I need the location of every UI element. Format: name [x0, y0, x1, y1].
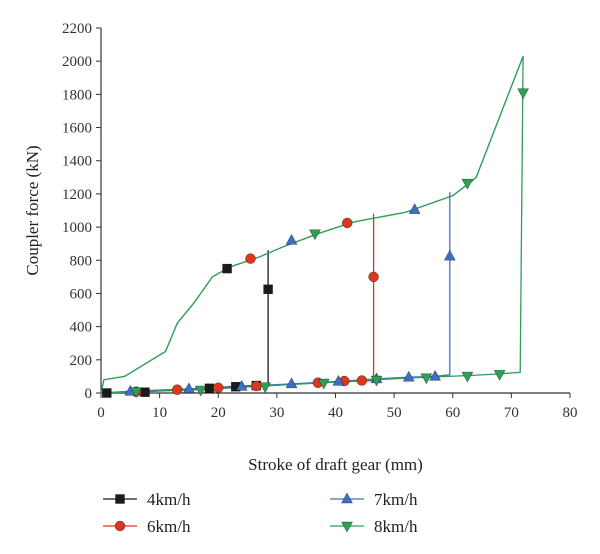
y-axis-title: Coupler force (kN): [23, 145, 42, 275]
data-point-4km/h: [102, 388, 112, 398]
x-axis-title: Stroke of draft gear (mm): [248, 455, 423, 474]
data-point-7km/h: [403, 370, 415, 382]
x-tick-label: 20: [211, 405, 226, 421]
x-tick-label: 30: [269, 405, 284, 421]
x-tick-label: 80: [563, 405, 578, 421]
data-point-6km/h: [251, 380, 262, 392]
x-tick-label: 10: [152, 405, 167, 421]
series-line-4km/h: [101, 250, 269, 394]
data-point-7km/h: [332, 375, 345, 386]
legend: 4km/h 6km/h 7km/h 8km/h: [103, 490, 418, 536]
plot-lines: [100, 55, 524, 394]
series-line-8km/h: [100, 56, 524, 394]
data-point-4km/h: [204, 383, 215, 394]
legend-label: 4km/h: [147, 490, 191, 509]
data-point-7km/h: [285, 377, 298, 389]
y-tick-label: 1400: [62, 154, 92, 170]
data-point-8km/h: [370, 375, 383, 387]
y-tick-label: 2000: [62, 54, 92, 70]
y-tick-label: 200: [70, 353, 93, 369]
y-tick-label: 2200: [62, 21, 92, 37]
data-point-8km/h: [318, 378, 330, 390]
y-tick-label: 400: [70, 320, 93, 336]
data-point-4km/h: [263, 284, 273, 294]
data-point-8km/h: [309, 229, 321, 241]
x-tick-label: 50: [387, 405, 402, 421]
plot-markers: [102, 88, 529, 398]
loading-curve: [100, 55, 524, 394]
y-tick-label: 1600: [62, 121, 92, 137]
data-point-7km/h: [285, 234, 298, 245]
data-point-6km/h: [356, 375, 368, 386]
legend-label: 8km/h: [374, 517, 418, 536]
x-tick-label: 0: [97, 405, 105, 421]
data-point-8km/h: [259, 382, 271, 394]
y-tick-label: 0: [85, 386, 93, 402]
y-tick-label: 800: [70, 253, 93, 269]
legend-label: 6km/h: [147, 517, 191, 536]
data-point-6km/h: [213, 382, 224, 393]
y-tick-label: 1800: [62, 87, 92, 103]
data-point-4km/h: [222, 263, 232, 274]
axes: 0 10 20 30 40 50 60 70 8002004006008001000120014…: [62, 21, 578, 421]
data-point-6km/h: [172, 384, 183, 395]
legend-marker: [341, 492, 353, 504]
y-tick-label: 1200: [62, 187, 92, 203]
legend-marker: [341, 521, 353, 533]
data-point-7km/h: [235, 380, 248, 391]
x-tick-label: 60: [445, 405, 460, 421]
data-point-8km/h: [420, 373, 433, 385]
data-point-8km/h: [461, 178, 474, 190]
y-tick-label: 1000: [62, 220, 92, 236]
y-tick-label: 600: [70, 286, 93, 302]
legend-label: 7km/h: [374, 490, 418, 509]
data-point-8km/h: [194, 385, 207, 397]
legend-marker: [114, 520, 126, 532]
data-point-8km/h: [493, 370, 506, 381]
data-point-7km/h: [429, 370, 441, 381]
series-line-7km/h: [100, 192, 451, 394]
x-tick-label: 70: [504, 405, 519, 421]
data-point-7km/h: [183, 382, 195, 394]
data-point-7km/h: [444, 249, 456, 261]
data-point-8km/h: [130, 387, 142, 398]
data-point-7km/h: [408, 203, 421, 214]
data-point-4km/h: [140, 387, 150, 397]
data-point-8km/h: [517, 88, 529, 100]
x-tick-label: 40: [328, 405, 343, 421]
data-point-6km/h: [245, 253, 256, 264]
data-point-8km/h: [461, 371, 474, 383]
data-point-6km/h: [368, 271, 379, 283]
data-point-6km/h: [342, 217, 353, 229]
legend-marker: [115, 494, 125, 504]
